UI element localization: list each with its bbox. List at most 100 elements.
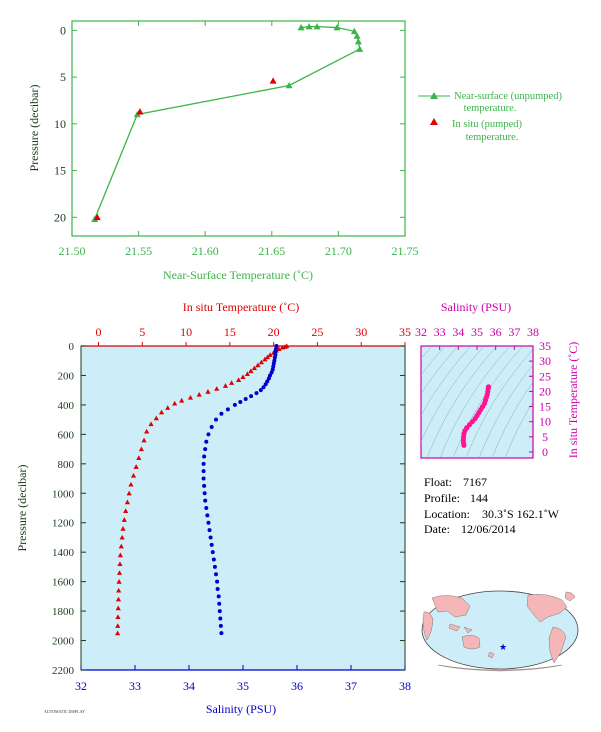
temperature-point bbox=[141, 437, 147, 443]
density-contour bbox=[452, 346, 524, 458]
temperature-point bbox=[133, 464, 139, 469]
salinity-point bbox=[263, 382, 268, 387]
unpumped-point bbox=[297, 24, 305, 31]
world-location-map: ★ bbox=[421, 590, 579, 672]
ts-x-tick-label: 34 bbox=[452, 325, 464, 339]
temperature-point bbox=[264, 354, 271, 360]
x-tick-label: 21.50 bbox=[59, 244, 86, 258]
temperature-point bbox=[148, 421, 154, 427]
map-land bbox=[422, 591, 576, 672]
temperature-point bbox=[128, 481, 134, 487]
temperature-point bbox=[222, 383, 229, 388]
ts-y-tick-label: 15 bbox=[539, 400, 551, 414]
salinity-point bbox=[215, 587, 220, 591]
temperature-point bbox=[116, 579, 122, 584]
y-tick-label: 15 bbox=[54, 164, 66, 178]
pressure-tick-label: 0 bbox=[69, 341, 75, 353]
temperature-tick-label: 5 bbox=[139, 325, 145, 339]
x-tick-label: 21.55 bbox=[125, 244, 152, 258]
profile-value: 144 bbox=[470, 491, 488, 505]
salinity-point bbox=[219, 631, 224, 636]
temperature-point bbox=[126, 490, 132, 496]
temperature-point bbox=[153, 415, 159, 421]
salinity-point bbox=[207, 528, 212, 533]
salinity-point bbox=[243, 397, 248, 402]
ts-x-tick-label: 33 bbox=[434, 325, 446, 339]
temperature-point bbox=[279, 344, 286, 350]
pressure-tick-label: 400 bbox=[58, 400, 75, 412]
temperature-point bbox=[267, 352, 273, 357]
density-contour bbox=[421, 346, 472, 416]
salinity-point bbox=[249, 394, 254, 399]
ts-x-tick-label: 32 bbox=[415, 325, 427, 339]
salinity-point bbox=[201, 461, 206, 466]
temperature-point bbox=[205, 389, 211, 394]
pressure-tick-label: 1800 bbox=[52, 606, 75, 618]
salinity-point bbox=[258, 388, 263, 393]
pressure-tick-label: 1200 bbox=[52, 518, 75, 530]
profile-y-axis-label: Pressure (decibar) bbox=[15, 465, 29, 552]
near-surface-x-axis-label: Near-Surface Temperature (˚C) bbox=[163, 268, 313, 282]
salinity-point bbox=[208, 535, 213, 540]
salinity-point bbox=[269, 370, 274, 375]
temperature-point bbox=[115, 605, 121, 611]
unpumped-point bbox=[285, 82, 293, 89]
date-label: Date: bbox=[424, 522, 450, 536]
ts-density-contours bbox=[421, 346, 533, 458]
temperature-point bbox=[115, 623, 121, 628]
salinity-tick-label: 36 bbox=[291, 679, 303, 693]
density-contour bbox=[491, 381, 533, 458]
temperature-point bbox=[115, 596, 122, 602]
legend-marker-pumped bbox=[430, 118, 438, 125]
unpumped-point bbox=[356, 45, 364, 52]
density-contour bbox=[465, 349, 533, 458]
salinity-tick-label: 34 bbox=[183, 679, 195, 693]
x-tick-label: 21.60 bbox=[192, 244, 219, 258]
temperature-point bbox=[244, 371, 250, 377]
salinity-point bbox=[201, 476, 206, 481]
x-tick-label: 21.65 bbox=[258, 244, 285, 258]
pumped-point bbox=[269, 77, 277, 84]
salinity-tick-label: 33 bbox=[129, 679, 141, 693]
near-surface-plot-area bbox=[71, 20, 406, 237]
pressure-tick-label: 800 bbox=[58, 459, 75, 471]
temperature-tick-label: 0 bbox=[96, 325, 102, 339]
pressure-tick-label: 2200 bbox=[52, 665, 75, 677]
float-location-marker: ★ bbox=[499, 642, 507, 652]
salinity-point bbox=[265, 379, 270, 384]
ts-marks bbox=[460, 384, 492, 448]
temperature-point bbox=[117, 552, 124, 558]
temperature-tick-label: 35 bbox=[399, 325, 411, 339]
temperature-point bbox=[262, 356, 268, 362]
temperature-point bbox=[116, 587, 122, 593]
legend-label-unpumped-line2: temperature. bbox=[464, 103, 517, 114]
temperature-tick-label: 15 bbox=[224, 325, 236, 339]
near-surface-ticks: 21.50 21.55 21.60 21.65 21.70 21.75 0 5 10 15 20 bbox=[54, 21, 419, 258]
salinity-point bbox=[266, 376, 271, 381]
profile-label: Profile: bbox=[424, 491, 460, 505]
ts-y-tick-label: 35 bbox=[539, 339, 551, 353]
temperature-point bbox=[248, 368, 254, 374]
temperature-tick-label: 25 bbox=[311, 325, 323, 339]
salinity-point bbox=[202, 483, 207, 488]
pumped-point bbox=[136, 108, 144, 115]
temperature-point bbox=[130, 473, 137, 478]
salinity-point bbox=[217, 601, 222, 606]
salinity-point bbox=[204, 439, 209, 444]
salinity-point bbox=[214, 572, 218, 577]
salinity-point bbox=[211, 557, 216, 562]
salinity-point bbox=[215, 579, 220, 584]
y-tick-label: 0 bbox=[60, 23, 66, 37]
salinity-tick-label: 35 bbox=[237, 679, 249, 693]
footer-note: AUTOMATIC DISPLAY bbox=[44, 709, 85, 714]
temperature-point bbox=[187, 394, 194, 400]
salinity-point bbox=[238, 399, 243, 404]
temperature-point bbox=[138, 446, 145, 452]
salinity-point bbox=[216, 594, 221, 599]
float-label: Float: bbox=[424, 475, 452, 489]
temperature-point bbox=[117, 561, 123, 567]
temperature-point bbox=[179, 397, 185, 403]
temperature-point bbox=[144, 428, 150, 434]
unpumped-point bbox=[313, 23, 321, 30]
salinity-point bbox=[218, 623, 223, 628]
